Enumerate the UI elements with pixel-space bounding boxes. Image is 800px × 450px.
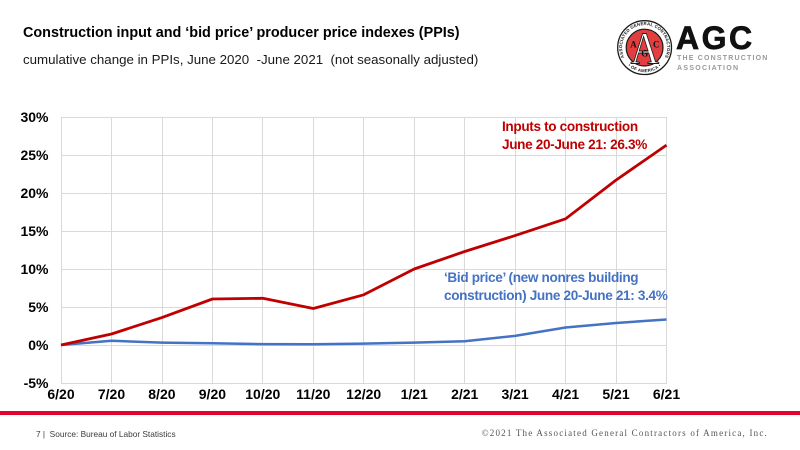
- svg-text:C: C: [653, 40, 660, 50]
- svg-text:0%: 0%: [28, 337, 49, 353]
- svg-text:1/21: 1/21: [401, 386, 428, 402]
- svg-text:4/21: 4/21: [552, 386, 579, 402]
- svg-text:30%: 30%: [20, 109, 49, 125]
- svg-text:June 20-June 21: 26.3%: June 20-June 21: 26.3%: [502, 137, 647, 152]
- svg-text:2/21: 2/21: [451, 386, 478, 402]
- svg-text:25%: 25%: [20, 147, 49, 163]
- svg-text:6/21: 6/21: [653, 386, 680, 402]
- svg-text:6/20: 6/20: [47, 386, 74, 402]
- svg-text:5%: 5%: [28, 299, 49, 315]
- svg-text:G: G: [641, 49, 648, 59]
- svg-text:10/20: 10/20: [245, 386, 280, 402]
- svg-text:5/21: 5/21: [602, 386, 629, 402]
- svg-text:10%: 10%: [20, 261, 49, 277]
- svg-text:3/21: 3/21: [501, 386, 528, 402]
- svg-text:A: A: [631, 24, 660, 74]
- svg-text:7/20: 7/20: [98, 386, 125, 402]
- svg-text:Inputs to construction: Inputs to construction: [502, 119, 638, 134]
- svg-text:20%: 20%: [20, 185, 49, 201]
- svg-text:8/20: 8/20: [148, 386, 175, 402]
- svg-text:A: A: [630, 40, 637, 50]
- svg-text:11/20: 11/20: [296, 386, 330, 402]
- svg-text:construction) June 20-June 21:: construction) June 20-June 21: 3.4%: [444, 288, 668, 303]
- svg-text:9/20: 9/20: [199, 386, 226, 402]
- svg-text:12/20: 12/20: [346, 386, 381, 402]
- svg-text:15%: 15%: [20, 223, 49, 239]
- svg-text:-5%: -5%: [24, 375, 49, 391]
- svg-text:‘Bid price’ (new nonres buildi: ‘Bid price’ (new nonres building: [444, 270, 638, 285]
